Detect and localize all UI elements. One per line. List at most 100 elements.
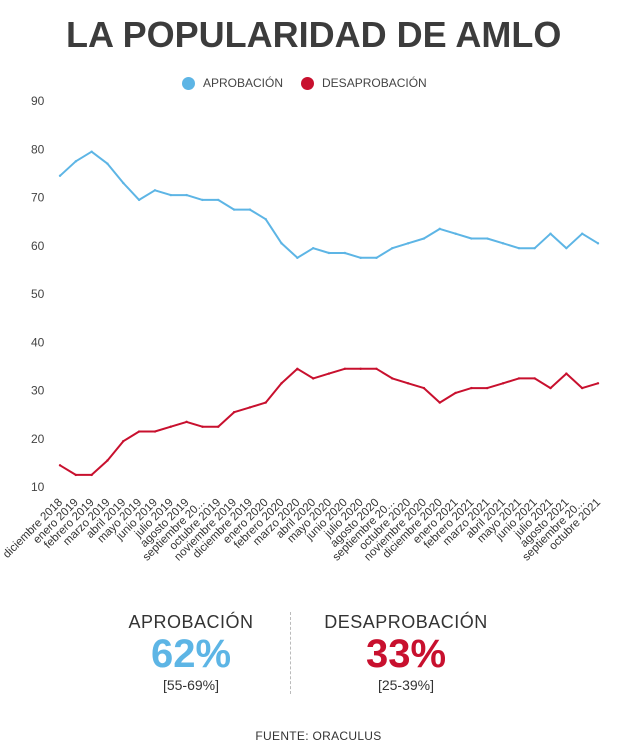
disapproval-data-point[interactable]: [533, 377, 536, 380]
approval-data-point[interactable]: [359, 256, 362, 260]
disapproval-data-point[interactable]: [122, 439, 125, 443]
approval-data-point[interactable]: [486, 237, 489, 240]
approval-data-point[interactable]: [549, 232, 552, 235]
approval-series-line[interactable]: [59, 150, 599, 259]
approval-data-point[interactable]: [375, 256, 378, 260]
approval-data-point[interactable]: [470, 237, 473, 240]
disapproval-data-point[interactable]: [327, 372, 331, 375]
approval-data-point[interactable]: [232, 208, 236, 211]
disapproval-series-line[interactable]: [59, 367, 599, 476]
legend-item-approval[interactable]: APROBACIÓN: [182, 76, 283, 90]
y-tick-label: 60: [31, 239, 45, 253]
disapproval-data-point[interactable]: [549, 386, 552, 390]
approval-data-point[interactable]: [217, 198, 220, 202]
legend-approval-label: APROBACIÓN: [203, 76, 284, 90]
y-tick-label: 30: [31, 384, 45, 398]
disapproval-summary: DESAPROBACIÓN 33% [25-39%]: [310, 612, 502, 693]
legend-item-disapproval[interactable]: DESAPROBACIÓN: [301, 76, 427, 90]
approval-data-point[interactable]: [201, 198, 204, 202]
disapproval-data-point[interactable]: [169, 425, 172, 428]
disapproval-data-point[interactable]: [391, 377, 394, 380]
disapproval-data-point[interactable]: [422, 386, 426, 390]
approval-summary-range: [55-69%]: [162, 677, 220, 693]
disapproval-data-point[interactable]: [264, 401, 267, 404]
y-tick-label: 70: [31, 191, 45, 205]
disapproval-data-point[interactable]: [280, 382, 283, 385]
chart-legend: APROBACIÓN DESAPROBACIÓN: [182, 76, 445, 90]
approval-data-point[interactable]: [153, 189, 157, 192]
disapproval-summary-range: [25-39%]: [377, 677, 435, 693]
disapproval-data-point[interactable]: [580, 386, 584, 390]
approval-data-point[interactable]: [90, 150, 93, 153]
approval-summary-label: APROBACIÓN: [128, 612, 254, 632]
disapproval-data-point[interactable]: [406, 382, 410, 385]
disapproval-data-point[interactable]: [201, 425, 204, 428]
approval-data-point[interactable]: [422, 237, 426, 240]
disapproval-data-point[interactable]: [296, 367, 299, 370]
disapproval-data-point[interactable]: [596, 382, 600, 385]
y-tick-label: 40: [31, 335, 45, 349]
approval-summary-value: 62%: [150, 632, 232, 676]
disapproval-data-point[interactable]: [359, 367, 362, 370]
approval-dot-icon: [182, 76, 195, 90]
approval-data-point[interactable]: [406, 242, 410, 245]
y-tick-label: 10: [31, 480, 45, 494]
approval-data-point[interactable]: [169, 193, 172, 197]
approval-data-point[interactable]: [327, 251, 331, 255]
disapproval-data-point[interactable]: [106, 459, 109, 462]
approval-data-point[interactable]: [280, 242, 283, 245]
approval-data-point[interactable]: [533, 246, 536, 250]
disapproval-summary-value: 33%: [365, 632, 447, 676]
disapproval-data-point[interactable]: [137, 430, 141, 433]
approval-data-point[interactable]: [58, 174, 62, 177]
approval-data-point[interactable]: [517, 246, 521, 250]
disapproval-data-point[interactable]: [248, 406, 252, 409]
approval-data-point[interactable]: [106, 162, 109, 165]
disapproval-data-point[interactable]: [58, 464, 62, 467]
approval-data-point[interactable]: [311, 246, 315, 250]
disapproval-data-point[interactable]: [375, 367, 378, 370]
disapproval-data-point[interactable]: [311, 377, 315, 380]
disapproval-data-point[interactable]: [470, 386, 473, 390]
approval-data-point[interactable]: [248, 208, 252, 211]
approval-data-point[interactable]: [74, 160, 78, 163]
legend-disapproval-label: DESAPROBACIÓN: [322, 76, 427, 90]
disapproval-data-point[interactable]: [517, 377, 521, 380]
approval-data-point[interactable]: [137, 198, 141, 202]
disapproval-data-point[interactable]: [153, 430, 157, 433]
disapproval-data-point[interactable]: [90, 473, 93, 477]
disapproval-data-point[interactable]: [438, 401, 441, 404]
approval-data-point[interactable]: [501, 242, 505, 245]
y-tick-label: 80: [31, 142, 45, 156]
disapproval-dot-icon: [301, 76, 315, 90]
disapproval-data-point[interactable]: [343, 367, 347, 370]
disapproval-data-point[interactable]: [185, 420, 188, 424]
approval-summary: APROBACIÓN 62% [55-69%]: [96, 612, 286, 693]
disapproval-data-point[interactable]: [565, 372, 568, 375]
y-tick-label: 20: [31, 432, 45, 446]
disapproval-data-point[interactable]: [501, 382, 505, 385]
approval-data-point[interactable]: [454, 232, 457, 235]
approval-data-point[interactable]: [565, 246, 568, 250]
y-tick-label: 50: [31, 287, 45, 301]
approval-data-point[interactable]: [264, 218, 267, 221]
approval-data-point[interactable]: [343, 251, 347, 255]
summary-divider: [290, 612, 291, 694]
source-note: FUENTE: ORACULUS: [255, 729, 382, 743]
disapproval-data-point[interactable]: [74, 473, 78, 477]
disapproval-data-point[interactable]: [454, 391, 457, 395]
approval-data-point[interactable]: [596, 242, 600, 245]
approval-data-point[interactable]: [580, 232, 584, 235]
disapproval-data-point[interactable]: [217, 425, 220, 428]
approval-data-point[interactable]: [185, 193, 188, 197]
approval-data-point[interactable]: [296, 256, 299, 260]
approval-data-point[interactable]: [391, 246, 394, 250]
disapproval-data-point[interactable]: [232, 411, 236, 414]
disapproval-summary-label: DESAPROBACIÓN: [324, 612, 488, 632]
approval-data-point[interactable]: [438, 227, 441, 231]
chart-title: LA POPULARIDAD DE AMLO: [66, 14, 562, 55]
approval-data-point[interactable]: [122, 181, 125, 185]
y-tick-label: 90: [31, 94, 45, 108]
disapproval-data-point[interactable]: [486, 386, 489, 390]
